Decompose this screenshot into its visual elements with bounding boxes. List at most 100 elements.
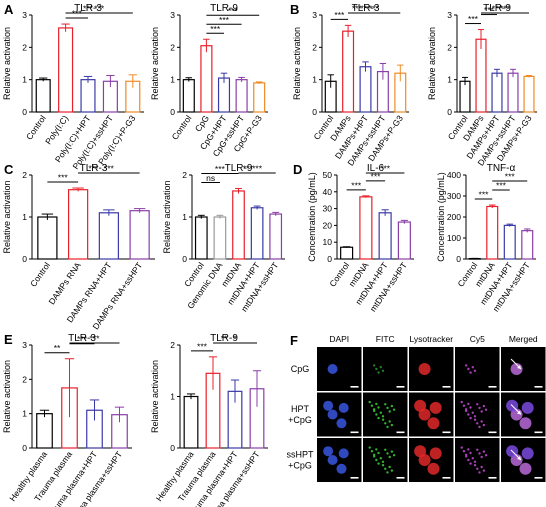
- bar: [36, 413, 53, 449]
- y-tick-label: 200: [447, 212, 461, 222]
- chart-title: TLR-3: [68, 333, 96, 344]
- bar: [217, 77, 231, 113]
- fluorescent-spot: [482, 450, 486, 453]
- fluorescent-spot: [377, 371, 380, 374]
- micrograph-tile: [363, 392, 408, 437]
- significance-label: ***: [89, 164, 100, 174]
- fluorescent-spot: [375, 402, 378, 406]
- y-tick-label: 1: [447, 75, 452, 85]
- fluorescent-spot: [384, 467, 387, 470]
- micrograph-tile: [455, 347, 500, 391]
- y-tick-label: 1: [22, 75, 27, 85]
- scale-bar: [396, 386, 405, 388]
- fluorescent-spot: [480, 410, 483, 413]
- bar: [183, 395, 199, 449]
- significance-label: ***: [351, 180, 362, 190]
- fluorescent-spot: [480, 465, 483, 469]
- bar: [58, 27, 74, 113]
- chart-title: TLR-9: [483, 3, 511, 14]
- bar: [340, 246, 354, 260]
- micrograph-tile: [501, 347, 546, 391]
- cell: [327, 364, 338, 374]
- fluorescent-spot: [390, 469, 394, 472]
- fluorescent-spot: [386, 406, 389, 410]
- fluorescent-spot: [467, 402, 470, 406]
- y-tick-label: 3: [312, 10, 317, 20]
- cell: [427, 417, 440, 430]
- row-label: HPT: [291, 404, 310, 414]
- fluorescent-spot: [478, 425, 481, 429]
- fluorescent-spot: [464, 453, 468, 456]
- y-tick-label: 3: [22, 340, 27, 350]
- fluorescent-spot: [372, 408, 376, 411]
- bar: [194, 216, 208, 260]
- y-tick-label: 2: [22, 374, 27, 384]
- row-label: ssHPT: [287, 450, 315, 460]
- chart-title: TLR-9: [225, 163, 253, 174]
- significance-label: **: [221, 334, 228, 344]
- bar: [491, 72, 503, 113]
- bar: [521, 230, 534, 260]
- arrow-head: [517, 410, 521, 415]
- fluorescent-spot: [390, 450, 394, 453]
- y-tick-label: 1: [170, 75, 175, 85]
- fluorescent-spot: [375, 448, 378, 451]
- chart-title: TLR-3: [352, 3, 380, 14]
- significance-label: ***: [219, 15, 230, 25]
- fluorescent-spot: [379, 411, 382, 414]
- y-tick-label: 0: [456, 254, 461, 264]
- arrow-head: [517, 456, 521, 460]
- panel-letter: F: [290, 333, 298, 348]
- micrograph-tile: [501, 392, 546, 437]
- bar: [80, 79, 96, 113]
- microscopy-panel-f: F DAPI FITC Lysotracker Cy5 MergedCpGHPT+CpGs…: [287, 333, 546, 482]
- significance-label: ***: [210, 24, 221, 34]
- significance-label: ***: [243, 164, 254, 174]
- fluorescent-spot: [381, 418, 385, 421]
- fluorescent-spot: [381, 460, 385, 463]
- fluorescent-spot: [370, 404, 374, 407]
- y-axis-label: Relative activation: [2, 360, 12, 433]
- fluorescent-spot: [478, 406, 481, 410]
- panel-letter: D: [293, 162, 302, 177]
- row-label: +CpG: [288, 415, 312, 425]
- column-header: Lysotracker: [409, 334, 453, 344]
- significance-label: ***: [72, 9, 83, 19]
- y-axis-label: Relative activation: [150, 360, 160, 433]
- bar: [213, 216, 227, 260]
- micrograph-tile: [317, 347, 362, 391]
- y-tick-label: 1: [312, 75, 317, 85]
- cell: [429, 447, 442, 460]
- x-tick-label: Control: [28, 260, 52, 288]
- fluorescent-spot: [390, 404, 394, 408]
- significance-label: ***: [58, 173, 69, 183]
- scale-bar: [488, 431, 497, 434]
- y-tick-label: 20: [323, 220, 333, 230]
- cell: [338, 402, 349, 413]
- y-tick-label: 3: [22, 10, 27, 20]
- fluorescent-spot: [473, 460, 477, 463]
- fluorescent-spot: [384, 403, 387, 406]
- fluorescent-spot: [476, 422, 479, 425]
- significance-label: ***: [380, 164, 391, 174]
- bar: [486, 205, 499, 260]
- significance-label: ***: [479, 190, 490, 200]
- fluorescent-spot: [469, 462, 472, 465]
- fluorescent-spot: [473, 369, 477, 372]
- significance-label: ***: [505, 172, 516, 182]
- micrograph-tile: [317, 438, 362, 482]
- fluorescent-spot: [467, 413, 470, 416]
- scale-bar: [534, 477, 543, 479]
- y-tick-label: 1: [170, 392, 175, 402]
- bar: [459, 80, 471, 113]
- y-tick-label: 0: [170, 107, 175, 117]
- bar: [250, 207, 264, 260]
- fluorescent-spot: [469, 371, 472, 374]
- y-tick-label: 3: [170, 10, 175, 20]
- micrograph-tile: [501, 438, 546, 482]
- micrograph-tile: [455, 438, 500, 482]
